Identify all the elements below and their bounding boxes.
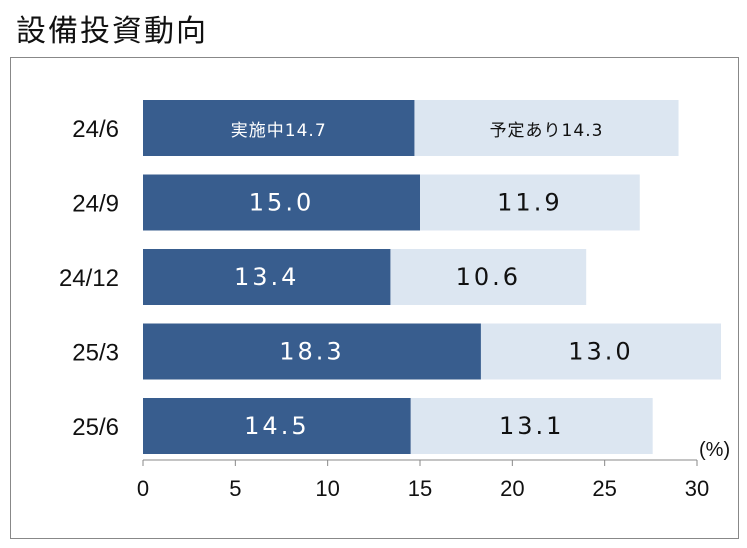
data-label: 11.9 xyxy=(497,189,562,217)
category-label-group: 24/6 24/9 24/12 25/3 25/6 xyxy=(59,116,119,441)
x-tick-label: 10 xyxy=(315,476,339,501)
bar-25-6-series-0 xyxy=(143,398,411,454)
bar-24-9-series-0 xyxy=(143,174,420,231)
category-label: 25/6 xyxy=(72,414,119,441)
data-label-group: 実施中14.7 予定あり14.3 15.0 11.9 13.4 10.6 18.3 13.0 1… xyxy=(231,121,633,440)
bar-24-12-series-0 xyxy=(143,249,391,305)
category-label: 24/9 xyxy=(72,191,119,218)
data-label: 15.0 xyxy=(249,189,314,217)
category-label: 24/12 xyxy=(59,265,119,292)
x-tick-label: 20 xyxy=(500,476,524,501)
x-tick-label: 5 xyxy=(229,476,241,501)
page-title: 設備投資動向 xyxy=(16,14,208,49)
data-label: 13.1 xyxy=(499,412,564,440)
x-tick-label: 30 xyxy=(685,476,709,501)
category-label: 25/3 xyxy=(72,340,119,367)
data-label: 10.6 xyxy=(456,263,521,291)
category-label: 24/6 xyxy=(72,116,119,143)
data-label: 14.5 xyxy=(244,412,309,440)
data-label: 13.0 xyxy=(568,338,633,366)
bar-24-12-series-1 xyxy=(390,249,587,305)
x-tick-label: 15 xyxy=(408,476,432,501)
data-label: 実施中14.7 xyxy=(231,121,327,141)
data-label: 13.4 xyxy=(234,263,299,291)
bar-group xyxy=(143,100,722,454)
bar-chart: 実施中14.7 予定あり14.3 15.0 11.9 13.4 10.6 18.3 13.0 1… xyxy=(59,100,730,501)
bar-25-3-series-1 xyxy=(480,323,722,380)
x-tick-group: 0 5 10 15 20 25 30 xyxy=(137,460,709,501)
data-label: 18.3 xyxy=(279,338,344,366)
data-label: 予定あり14.3 xyxy=(490,121,604,141)
bar-24-6-series-0 xyxy=(143,100,415,156)
chart-frame: 実施中14.7 予定あり14.3 15.0 11.9 13.4 10.6 18.3 13.0 1… xyxy=(10,57,739,539)
x-tick-label: 25 xyxy=(592,476,616,501)
bar-24-6-series-1 xyxy=(414,100,679,156)
x-axis-unit: (%) xyxy=(699,439,730,461)
bar-24-9-series-1 xyxy=(420,174,640,231)
x-tick-label: 0 xyxy=(137,476,149,501)
bar-25-3-series-0 xyxy=(143,323,481,380)
bar-25-6-series-1 xyxy=(410,398,653,454)
